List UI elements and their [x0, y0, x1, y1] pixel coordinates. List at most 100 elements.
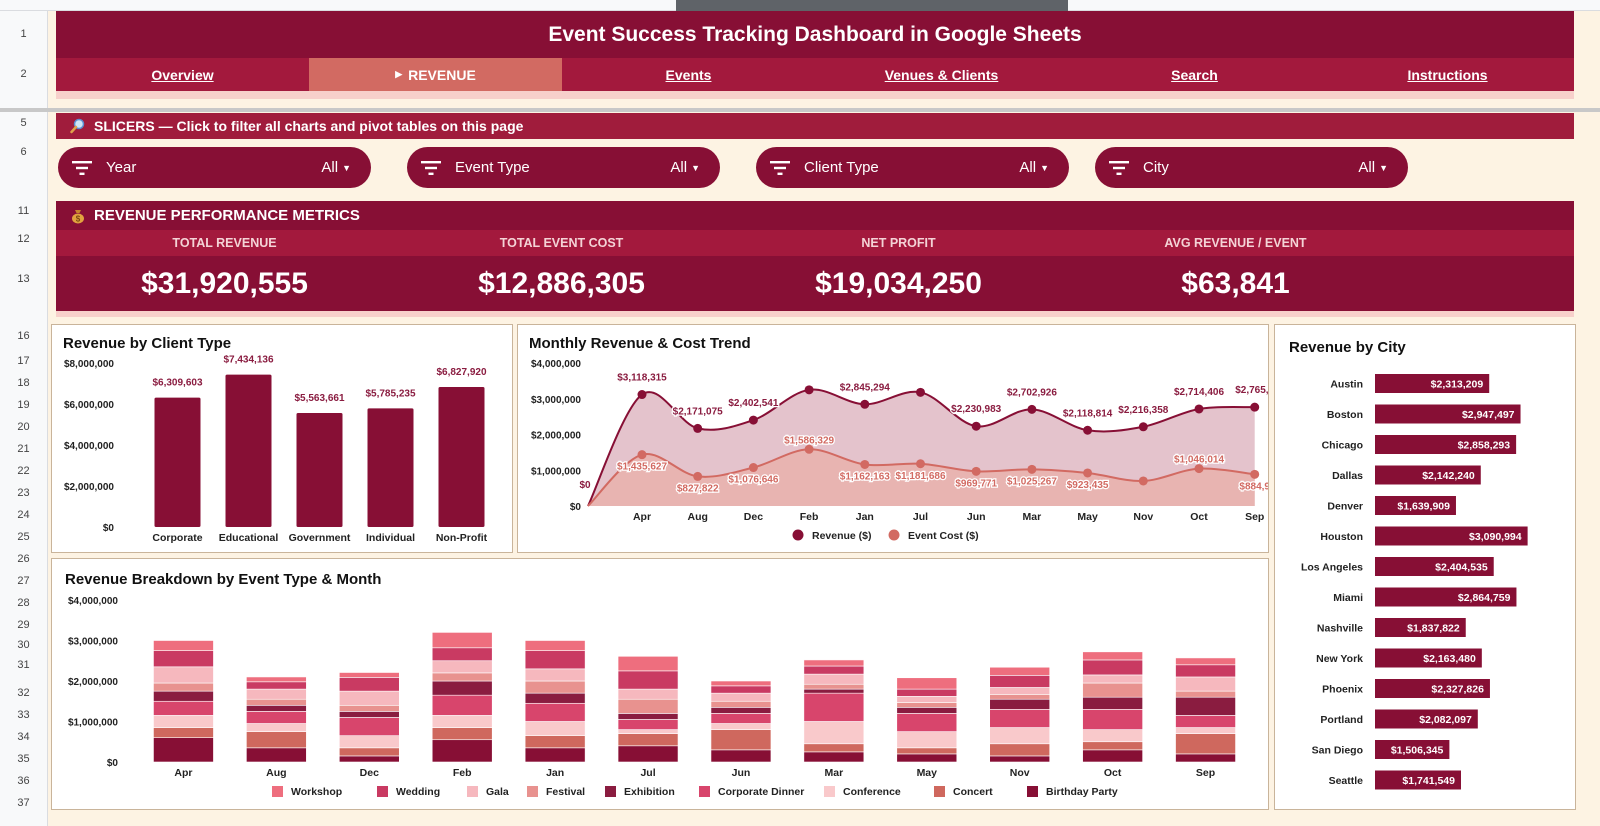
stack-segment: [153, 650, 214, 668]
row-number[interactable]: 6: [20, 146, 27, 158]
data-point: [916, 387, 925, 397]
row-number[interactable]: 36: [17, 775, 30, 787]
legend-marker: [934, 786, 945, 797]
client-type-chart[interactable]: Revenue by Client Type $0 $2,000,000 $4,00…: [51, 324, 513, 553]
x-tick-label: Apr: [174, 767, 192, 779]
row-number[interactable]: 34: [17, 731, 30, 743]
row-number[interactable]: 16: [17, 330, 30, 342]
filter-icon: [1109, 160, 1129, 175]
slicer-value[interactable]: All ▼: [321, 159, 351, 176]
row-number[interactable]: 33: [17, 709, 30, 721]
category-label: Austin: [1330, 379, 1363, 391]
slicers-heading-text: SLICERS — Click to filter all charts and…: [94, 118, 524, 134]
slicer-value[interactable]: All ▼: [1019, 159, 1049, 176]
x-tick-label: Feb: [800, 511, 819, 523]
freeze-divider[interactable]: [0, 108, 1600, 112]
slicer-event-type[interactable]: Event Type All ▼: [407, 147, 720, 188]
stack-segment: [710, 680, 772, 687]
monthly-trend-chart[interactable]: Monthly Revenue & Cost Trend $0 $1,000,00…: [517, 324, 1269, 553]
nav-revenue[interactable]: ▶ REVENUE: [309, 58, 562, 91]
row-number[interactable]: 37: [17, 797, 30, 809]
stack-segment: [803, 751, 865, 763]
x-tick-label: Apr: [633, 511, 651, 523]
row-number[interactable]: 19: [17, 399, 30, 411]
legend-label: Revenue ($): [812, 530, 872, 542]
data-point: [804, 444, 814, 454]
category-label: Nashville: [1317, 623, 1363, 635]
stack-segment: [803, 692, 865, 722]
stack-segment: [153, 737, 214, 763]
legend-marker: [888, 529, 900, 541]
stack-segment: [246, 711, 307, 724]
bar: [1375, 374, 1490, 393]
stack-segment: [431, 680, 493, 696]
slicer-year[interactable]: Year All ▼: [58, 147, 371, 188]
slicer-city[interactable]: City All ▼: [1095, 147, 1408, 188]
breakdown-chart[interactable]: Revenue Breakdown by Event Type & Month …: [51, 558, 1269, 810]
row-number[interactable]: 28: [17, 597, 30, 609]
selected-columns-highlight: [676, 0, 1068, 11]
data-point: [1083, 425, 1093, 435]
bar: [1375, 557, 1494, 576]
category-label: Los Angeles: [1301, 562, 1363, 574]
row-number[interactable]: 21: [17, 443, 30, 455]
slicer-client-type[interactable]: Client Type All ▼: [756, 147, 1069, 188]
row-number[interactable]: 35: [17, 753, 30, 765]
nav-instructions[interactable]: Instructions: [1321, 58, 1574, 91]
avg-revenue-label: AVG REVENUE / EVENT: [1164, 236, 1307, 250]
row-number[interactable]: 20: [17, 421, 30, 433]
nav-overview[interactable]: Overview: [56, 58, 309, 91]
row-number[interactable]: 23: [17, 487, 30, 499]
y-tick-label: $4,000,000: [64, 441, 114, 452]
stack-segment: [896, 747, 958, 755]
row-number[interactable]: 26: [17, 553, 30, 565]
stack-segment: [896, 696, 958, 703]
slicer-value[interactable]: All ▼: [1358, 159, 1388, 176]
x-tick-label: Oct: [1104, 767, 1122, 779]
row-number[interactable]: 31: [17, 659, 30, 671]
y-tick-label: $0: [103, 523, 115, 534]
row-number[interactable]: 24: [17, 509, 30, 521]
stack-segment: [524, 747, 586, 763]
row-number[interactable]: 30: [17, 639, 30, 651]
bar: [296, 412, 343, 527]
row-number[interactable]: 1: [20, 28, 27, 40]
category-label: San Diego: [1312, 745, 1363, 757]
net-profit-label: NET PROFIT: [861, 236, 936, 250]
bar: [1375, 618, 1466, 637]
stack-segment: [1082, 674, 1143, 684]
row-number[interactable]: 12: [17, 233, 30, 245]
row-number[interactable]: 18: [17, 377, 30, 389]
slicer-name: Event Type: [455, 159, 530, 176]
slicer-value[interactable]: All ▼: [670, 159, 700, 176]
stack-segment: [338, 717, 400, 736]
row-number[interactable]: 25: [17, 531, 30, 543]
row-number[interactable]: 22: [17, 465, 30, 477]
row-number[interactable]: 32: [17, 687, 30, 699]
row-number[interactable]: 11: [17, 205, 30, 217]
row-number[interactable]: 17: [17, 355, 30, 367]
city-chart[interactable]: Revenue by City Austin $2,313,209 Boston $2…: [1274, 324, 1576, 810]
stack-segment: [153, 727, 214, 738]
row-number[interactable]: 29: [17, 619, 30, 631]
y-tick-label: $6,000,000: [64, 400, 114, 411]
nav-venues-clients[interactable]: Venues & Clients: [815, 58, 1068, 91]
slicer-value-text: All: [1019, 159, 1037, 176]
stack-segment: [617, 719, 679, 730]
money-bag-icon: $: [72, 209, 84, 223]
data-label: $6,827,920: [436, 367, 486, 378]
magnifier-icon: [70, 118, 85, 134]
data-label: $1,162,163: [840, 471, 890, 482]
row-number[interactable]: 2: [20, 68, 27, 80]
x-tick-label: Jan: [546, 767, 564, 779]
nav-events[interactable]: Events: [562, 58, 815, 91]
row-number[interactable]: 27: [17, 575, 30, 587]
row-number[interactable]: 5: [20, 117, 27, 129]
legend-label: Birthday Party: [1046, 786, 1118, 798]
nav-search[interactable]: Search: [1068, 58, 1321, 91]
row-number[interactable]: 13: [17, 273, 30, 285]
y-tick-label: $0: [570, 502, 582, 513]
x-tick-label: Jan: [856, 511, 874, 523]
data-point: [693, 423, 703, 433]
stack-segment: [896, 731, 958, 749]
